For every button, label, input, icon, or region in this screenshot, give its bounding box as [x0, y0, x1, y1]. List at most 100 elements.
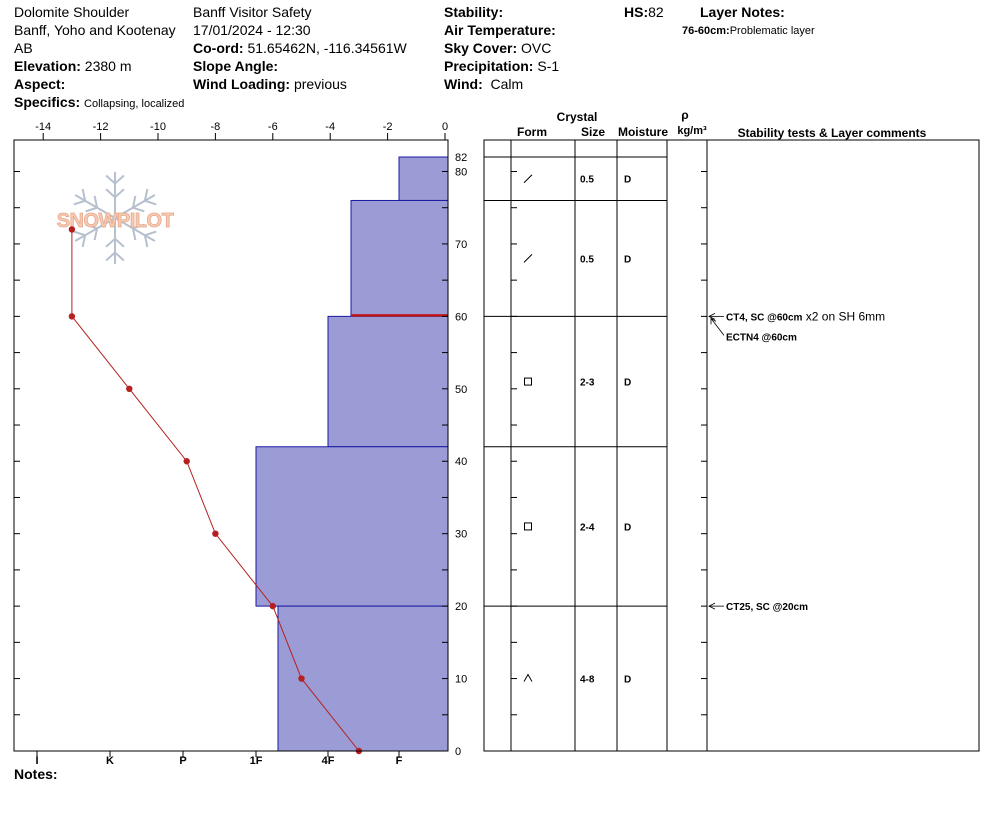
coord-label: Co-ord: — [193, 40, 244, 56]
temp-tick-label: -6 — [268, 121, 278, 133]
temperature-point — [212, 530, 219, 537]
layer-note-text: Problematic layer — [729, 25, 815, 37]
coord-value: 51.65462N, -116.34561W — [247, 40, 407, 56]
depth-tick-label: 70 — [455, 239, 467, 251]
wind-value: Calm — [490, 76, 524, 92]
notes-row: Notes: — [14, 766, 58, 782]
hardness-tick-label: P — [179, 755, 186, 767]
crystal-form-icon — [524, 522, 532, 531]
hardness-tick-label: K — [106, 755, 114, 767]
temperature-point — [269, 602, 276, 610]
coord-row: Co-ord: 51.65462N, -116.34561W — [193, 40, 407, 56]
wind-loading-label: Wind Loading: — [193, 76, 291, 92]
wind-loading-value: previous — [293, 76, 347, 92]
precip-value: S-1 — [537, 58, 560, 74]
depth-tick-label: 40 — [455, 456, 467, 468]
test-arrow-head — [708, 313, 716, 320]
col-comments-header: Stability tests & Layer comments — [738, 126, 927, 140]
wind-label: Wind: — [444, 76, 483, 92]
stability-label: Stability: — [444, 4, 504, 20]
specifics-label: Specifics: — [14, 94, 81, 110]
crystal-form-icon — [523, 174, 533, 184]
temperature-point — [68, 226, 76, 233]
layer-note-row: 76-60cm:Problematic layer — [682, 23, 815, 39]
elevation-value: 2380 m — [84, 58, 132, 74]
col-size-header: Size — [581, 125, 605, 139]
depth-tick-label: 80 — [455, 166, 467, 178]
layer-notes-label: Layer Notes: — [700, 4, 785, 20]
moisture-value: D — [624, 254, 631, 265]
crystal-size: 4-8 — [580, 675, 595, 686]
temp-tick-label: -4 — [325, 121, 335, 133]
snowpilot-logo-text: SNOWPILOT — [57, 210, 174, 232]
temperature-point — [126, 385, 133, 393]
moisture-value: D — [624, 522, 631, 533]
crystal-form-icon — [523, 673, 533, 682]
precip-label: Precipitation: — [444, 58, 534, 74]
depth-tick-label: 50 — [455, 384, 467, 396]
observation-datetime: 17/01/2024 - 12:30 — [193, 22, 311, 38]
wind-row: Wind: Calm — [444, 76, 523, 92]
moisture-value: D — [624, 378, 631, 389]
elevation-label: Elevation: — [14, 58, 81, 74]
stability-test-1-code: CT4, SC @60cm — [726, 312, 803, 323]
profile-plot-frame — [13, 139, 449, 752]
depth-top-label: 82 — [455, 152, 467, 164]
depth-tick-label: 30 — [455, 529, 467, 541]
stability-test-1-extra: x2 on SH 6mm — [802, 309, 885, 323]
hardness-bar-3 — [255, 446, 449, 607]
layer-notes-row: Layer Notes: — [700, 4, 785, 20]
crystal-size: 0.5 — [580, 175, 594, 186]
sky-cover-label: Sky Cover: — [444, 40, 518, 56]
location-name: Dolomite Shoulder — [14, 4, 130, 20]
specifics-row: Specifics: Collapsing, localized — [14, 94, 192, 112]
col-rho-unit: kg/m³ — [677, 125, 707, 137]
temp-tick-label: 0 — [442, 121, 448, 133]
stability-test-2: ECTN4 @60cm — [726, 332, 797, 343]
crystal-form-icon — [524, 377, 532, 386]
air-temp-label: Air Temperature: — [444, 22, 556, 38]
temperature-point — [68, 313, 76, 320]
hardness-tick-label: I — [35, 755, 38, 767]
depth-tick-label: 10 — [455, 674, 467, 686]
hardness-tick-label: F — [396, 755, 403, 767]
snowpilot-logo: SNOWPILOT — [56, 172, 174, 264]
hs-row: HS:82 — [624, 4, 664, 20]
layer-table-frame — [483, 139, 980, 752]
region-name: Banff, Yoho and Kootenay — [14, 22, 176, 38]
precip-row: Precipitation: S-1 — [444, 58, 559, 74]
temp-tick-label: -8 — [211, 121, 221, 133]
col-crystal-header: Crystal — [557, 110, 598, 124]
hardness-bar-4 — [277, 605, 449, 752]
elevation-row: Elevation: 2380 m — [14, 58, 132, 74]
moisture-value: D — [624, 675, 631, 686]
moisture-value: D — [624, 175, 631, 186]
temp-tick-label: -2 — [383, 121, 393, 133]
air-temp-row: Air Temperature: — [444, 22, 556, 38]
col-rho-header: ρ — [681, 108, 688, 122]
crystal-size: 2-3 — [580, 378, 595, 389]
hs-label: HS: — [624, 4, 649, 20]
temp-tick-label: -10 — [150, 121, 166, 133]
crystal-size: 0.5 — [580, 254, 594, 265]
hs-value: 82 — [648, 4, 664, 20]
hardness-tick-label: 1F — [250, 755, 263, 767]
temp-tick-label: -12 — [93, 121, 109, 133]
sky-cover-value: OVC — [521, 40, 552, 56]
layer-note-range: 76-60cm: — [682, 25, 730, 37]
slope-label: Slope Angle: — [193, 58, 279, 74]
aspect-label: Aspect: — [14, 76, 66, 92]
temperature-line — [71, 229, 360, 752]
hardness-bar-0 — [398, 156, 449, 201]
hardness-bar-1 — [350, 199, 449, 317]
wind-loading-row: Wind Loading: previous — [193, 76, 347, 92]
temperature-point — [183, 458, 190, 465]
aspect-row: Aspect: — [14, 76, 65, 92]
crystal-form-icon — [523, 254, 533, 263]
slope-row: Slope Angle: — [193, 58, 278, 74]
stability-test-1: CT4, SC @60cm x2 on SH 6mm — [726, 309, 885, 323]
specifics-value: Collapsing, localized — [84, 98, 185, 110]
test-arrow-head — [710, 317, 717, 325]
test-arrow — [710, 318, 725, 336]
